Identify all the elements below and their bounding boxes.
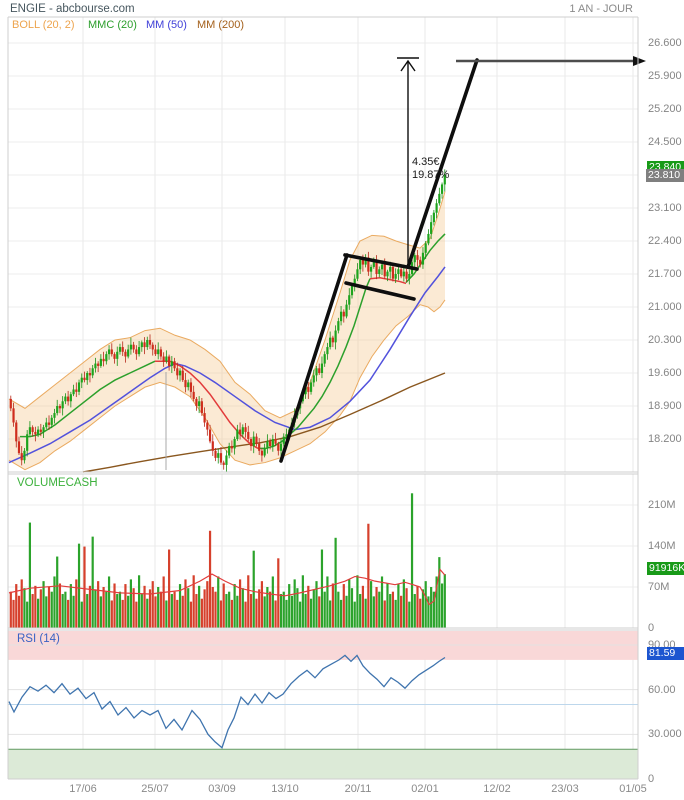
rsi-axis: 90.00 60.00 30.000 0 xyxy=(648,0,684,800)
date-tick-label: 03/09 xyxy=(208,783,236,795)
axis-tick-label: 21.000 xyxy=(648,301,682,313)
axis-tick-label: 21.700 xyxy=(648,268,682,280)
axis-tick-label: 20.300 xyxy=(648,334,682,346)
axis-tick-label: 18.200 xyxy=(648,433,682,445)
measure-annotation-percent: 19.87% xyxy=(412,169,450,181)
timeframe-label: 1 AN - JOUR xyxy=(569,3,633,15)
instrument-title: ENGIE - abcbourse.com xyxy=(10,3,135,15)
rsi-panel-title: RSI (14) xyxy=(17,633,60,645)
axis-tick-label: 0 xyxy=(648,622,655,634)
date-tick-label: 23/03 xyxy=(551,783,579,795)
cursor-price-label: 23.810 xyxy=(646,169,684,182)
date-tick-label: 13/10 xyxy=(271,783,299,795)
volume-panel-title: VOLUMECASH xyxy=(17,477,98,489)
date-tick-label: 02/01 xyxy=(411,783,439,795)
date-tick-label: 17/06 xyxy=(69,783,97,795)
axis-tick-label: 25.900 xyxy=(648,70,682,82)
current-rsi-label: 81.59 xyxy=(647,647,684,660)
axis-tick-label: 140M xyxy=(648,540,676,552)
axis-tick-label: 60.00 xyxy=(648,683,676,696)
axis-tick-label: 24.500 xyxy=(648,136,682,148)
axis-tick-label: 210M xyxy=(648,499,676,511)
date-tick-label: 25/07 xyxy=(141,783,169,795)
axis-tick-label: 26.600 xyxy=(648,37,682,49)
axis-tick-label: 23.100 xyxy=(648,202,682,214)
date-tick-label: 20/11 xyxy=(344,783,372,795)
measure-annotation-euro: 4.35€ xyxy=(412,156,440,168)
legend-mmc20: MMC (20) xyxy=(88,19,137,31)
date-tick-label: 01/05 xyxy=(619,783,647,795)
axis-tick-label: 25.200 xyxy=(648,103,682,115)
axis-tick-label: 19.600 xyxy=(648,367,682,379)
volume-axis: 210M 140M 70M 0 xyxy=(648,0,684,800)
axis-tick-label: 0 xyxy=(648,773,655,785)
axis-tick-label: 70M xyxy=(648,581,670,593)
legend-mm50: MM (50) xyxy=(146,19,187,31)
axis-tick-label: 22.400 xyxy=(648,235,682,247)
axis-tick-label: 30.000 xyxy=(648,728,682,741)
current-volume-label: 91916K xyxy=(647,562,684,575)
date-tick-label: 12/02 xyxy=(483,783,511,795)
legend-bollinger: BOLL (20, 2) xyxy=(12,19,75,31)
legend-mm200: MM (200) xyxy=(197,19,245,31)
axis-tick-label: 18.900 xyxy=(648,400,682,412)
